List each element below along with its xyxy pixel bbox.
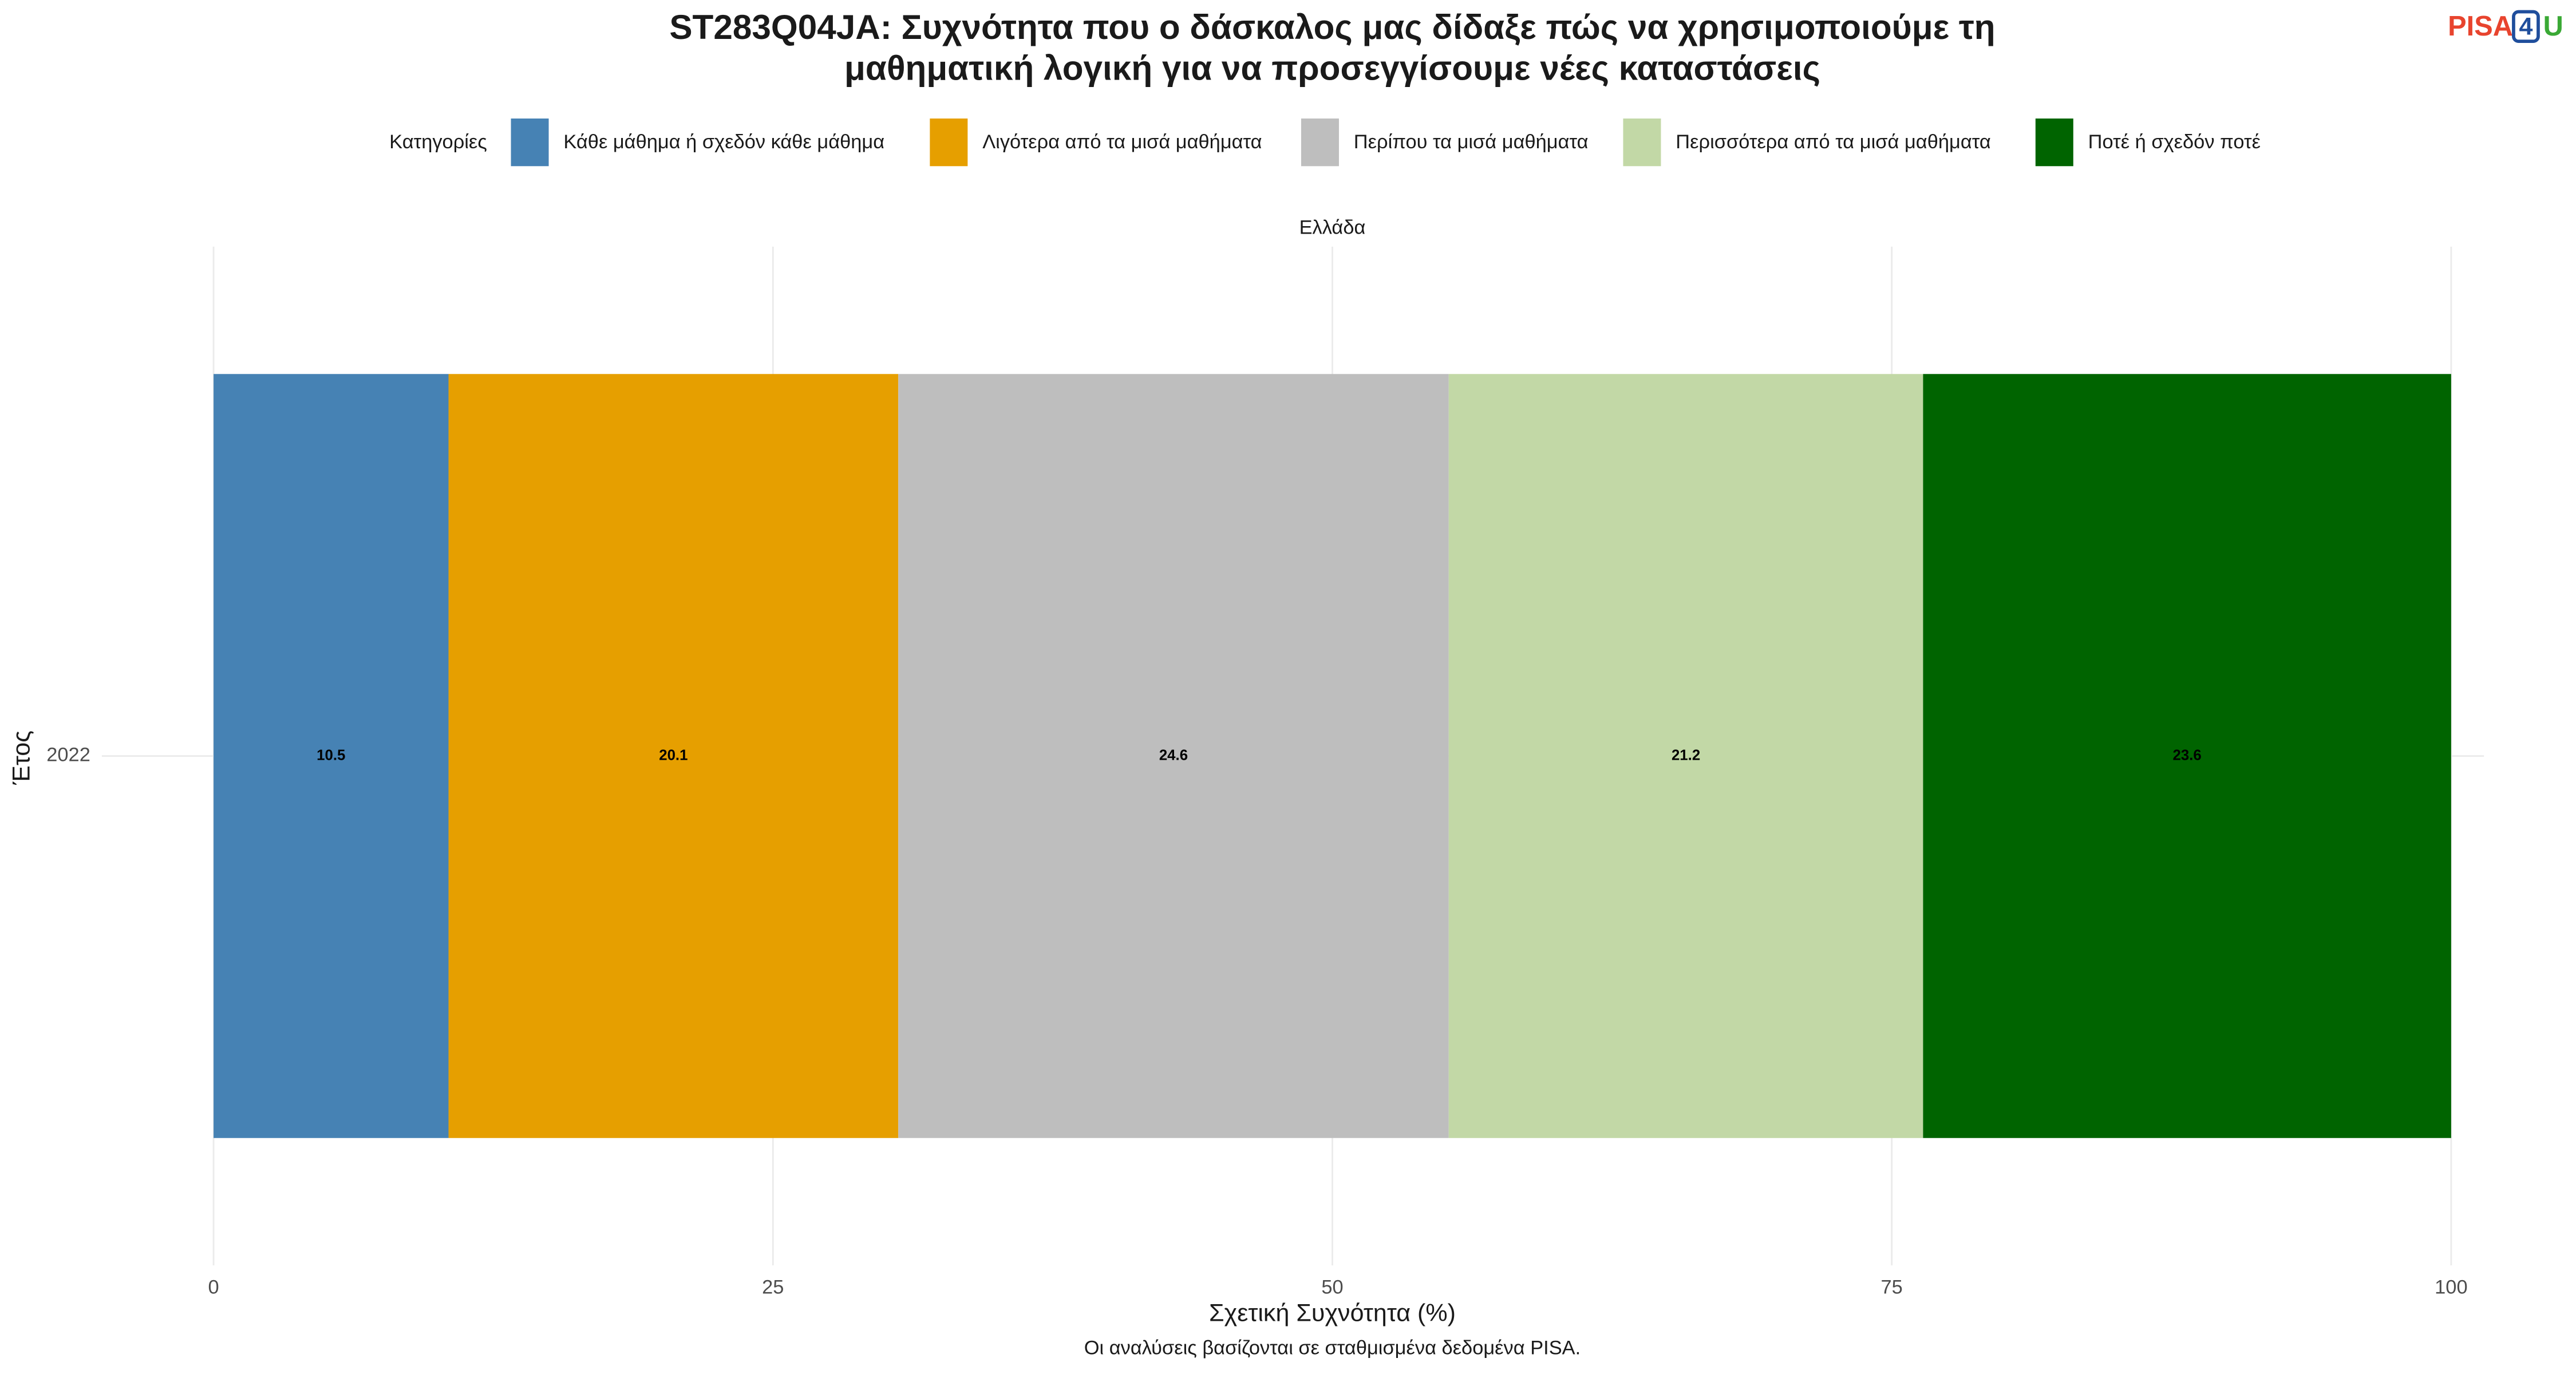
legend-swatch [1623, 119, 1661, 167]
legend-swatch [1301, 119, 1339, 167]
x-tick-label: 75 [1881, 1276, 1903, 1298]
bar-segment [214, 374, 449, 1138]
logo-box [2512, 10, 2540, 43]
value-label: 10.5 [317, 747, 345, 763]
value-label: 21.2 [1672, 747, 1700, 763]
facet-label: Ελλάδα [1299, 216, 1366, 238]
legend-label: Περισσότερα από τα μισά μαθήματα [1676, 131, 1990, 153]
legend-swatch [511, 119, 549, 167]
legend-label: Ποτέ ή σχεδόν ποτέ [2088, 131, 2261, 153]
legend-label: Περίπου τα μισά μαθήματα [1354, 131, 1589, 153]
legend-swatch [930, 119, 968, 167]
bar-segment [448, 374, 899, 1138]
logo: PISA [2448, 11, 2513, 42]
x-axis-label: Σχετική Συχνότητα (%) [1209, 1300, 1456, 1327]
x-tick-label: 25 [762, 1276, 784, 1298]
logo: U [2543, 11, 2563, 42]
bar-segment [898, 374, 1449, 1138]
y-axis-label: Έτος [8, 731, 35, 785]
bar-segment [1923, 374, 2451, 1138]
bar-segment [1448, 374, 1923, 1138]
x-tick-label: 50 [1321, 1276, 1343, 1298]
legend-label: Κάθε μάθημα ή σχεδόν κάθε μάθημα [563, 131, 884, 153]
value-label: 23.6 [2173, 747, 2202, 763]
chart-title: μαθηματική λογική για να προσεγγίσουμε ν… [844, 49, 1820, 88]
y-tick-label: 2022 [46, 744, 90, 766]
logo: 4 [2519, 13, 2532, 41]
legend-title: Κατηγορίες [389, 131, 487, 153]
chart-title: ST283Q04JA: Συχνότητα που ο δάσκαλος μας… [669, 7, 1995, 46]
x-tick-label: 100 [2435, 1276, 2467, 1298]
caption: Οι αναλύσεις βασίζονται σε σταθμισμένα δ… [1084, 1337, 1581, 1359]
legend-label: Λιγότερα από τα μισά μαθήματα [982, 131, 1262, 153]
value-label: 20.1 [659, 747, 688, 763]
value-label: 24.6 [1159, 747, 1188, 763]
legend-swatch [2035, 119, 2073, 167]
x-tick-label: 0 [208, 1276, 219, 1298]
